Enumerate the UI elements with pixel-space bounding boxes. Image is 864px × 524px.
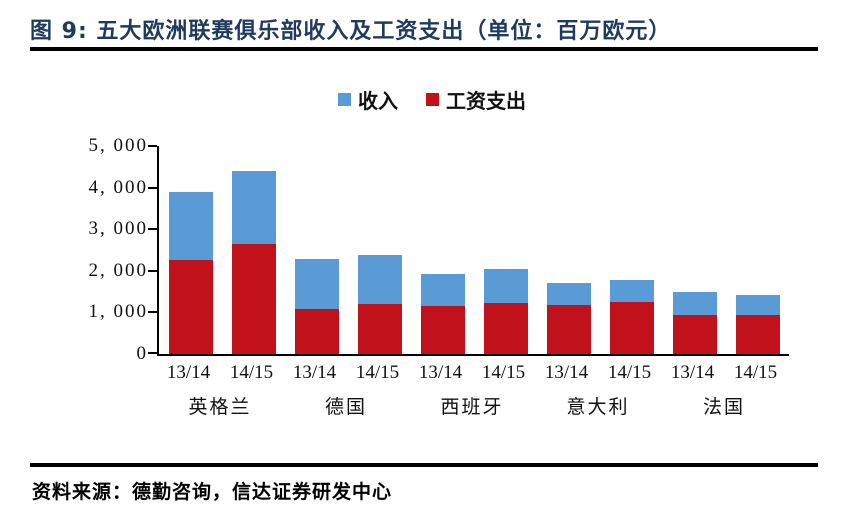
wage-bar-segment bbox=[672, 315, 717, 354]
title-divider bbox=[30, 47, 818, 51]
x-tick-label: 14/15 bbox=[481, 362, 526, 383]
x-tick-label: 13/14 bbox=[166, 362, 211, 383]
income-bar bbox=[735, 295, 780, 354]
x-axis-year-labels: 13/14 14/15 13/14 14/15 13/14 14/15 13/14 14/15… bbox=[157, 362, 787, 384]
x-tick-label: 14/15 bbox=[355, 362, 400, 383]
wage-bar-segment bbox=[231, 244, 276, 354]
bar-slot bbox=[537, 146, 600, 354]
y-tick-label: 5, 000 bbox=[88, 135, 148, 156]
wage-bar-segment bbox=[735, 315, 780, 354]
wage-bar-segment bbox=[168, 260, 213, 354]
income-bar bbox=[483, 269, 528, 354]
y-tick-mark bbox=[148, 228, 157, 230]
income-bar bbox=[294, 259, 339, 354]
income-bar bbox=[546, 283, 591, 354]
bar-slot bbox=[726, 146, 789, 354]
y-tick-label: 0 bbox=[136, 343, 148, 364]
chart-legend: 收入 工资支出 bbox=[0, 85, 864, 114]
x-group-label: 英格兰 bbox=[188, 396, 252, 418]
legend-item-income: 收入 bbox=[338, 85, 398, 114]
y-axis-labels: 0 1, 000 2, 000 3, 000 4, 000 5, 000 bbox=[28, 135, 148, 364]
income-swatch-icon bbox=[338, 92, 351, 106]
wage-bar-segment bbox=[609, 302, 654, 354]
y-tick-mark bbox=[148, 270, 157, 272]
legend-item-label: 收入 bbox=[358, 88, 398, 113]
y-tick-label: 3, 000 bbox=[88, 218, 148, 239]
footer-divider bbox=[30, 463, 818, 467]
wage-bar-segment bbox=[357, 304, 402, 354]
figure-title: 图 9: 五大欧洲联赛俱乐部收入及工资支出（单位：百万欧元） bbox=[30, 19, 672, 44]
bar-slot bbox=[411, 146, 474, 354]
y-tick-mark bbox=[148, 352, 157, 354]
bar-slot bbox=[663, 146, 726, 354]
y-tick-mark bbox=[148, 311, 157, 313]
wage-bar-segment bbox=[546, 305, 591, 354]
bar-slot bbox=[222, 146, 285, 354]
x-tick-label: 13/14 bbox=[292, 362, 337, 383]
x-tick-label: 13/14 bbox=[418, 362, 463, 383]
source-text: 资料来源：德勤咨询，信达证券研发中心 bbox=[32, 481, 393, 503]
y-tick-label: 4, 000 bbox=[88, 177, 148, 198]
income-bar bbox=[231, 171, 276, 354]
legend-item-wages: 工资支出 bbox=[426, 85, 526, 114]
x-group-label: 意大利 bbox=[566, 396, 630, 418]
income-bar bbox=[609, 280, 654, 354]
y-tick-mark bbox=[148, 187, 157, 189]
income-bar bbox=[357, 255, 402, 354]
x-tick-label: 14/15 bbox=[733, 362, 778, 383]
wages-swatch-icon bbox=[426, 92, 439, 106]
y-tick-mark bbox=[148, 145, 157, 147]
x-group-label: 西班牙 bbox=[440, 396, 504, 418]
bar-slot bbox=[159, 146, 222, 354]
income-bar bbox=[420, 274, 465, 354]
y-tick-label: 1, 000 bbox=[88, 301, 148, 322]
x-group-label: 法国 bbox=[702, 396, 745, 418]
wage-bar-segment bbox=[420, 306, 465, 354]
x-tick-label: 13/14 bbox=[544, 362, 589, 383]
plot-area bbox=[148, 145, 789, 356]
bar-slot bbox=[600, 146, 663, 354]
legend-item-label: 工资支出 bbox=[446, 88, 526, 113]
wage-bar-segment bbox=[483, 303, 528, 354]
x-tick-label: 14/15 bbox=[229, 362, 274, 383]
x-group-label: 德国 bbox=[324, 396, 367, 418]
income-bar bbox=[672, 292, 717, 354]
bar-slot bbox=[285, 146, 348, 354]
x-tick-label: 13/14 bbox=[670, 362, 715, 383]
income-bar bbox=[168, 192, 213, 354]
wage-bar-segment bbox=[294, 309, 339, 354]
bar-slot bbox=[348, 146, 411, 354]
y-tick-label: 2, 000 bbox=[88, 260, 148, 281]
x-tick-label: 14/15 bbox=[607, 362, 652, 383]
bar-slot bbox=[474, 146, 537, 354]
x-axis-group-labels: 英格兰 德国 西班牙 意大利 法国 bbox=[157, 392, 787, 419]
